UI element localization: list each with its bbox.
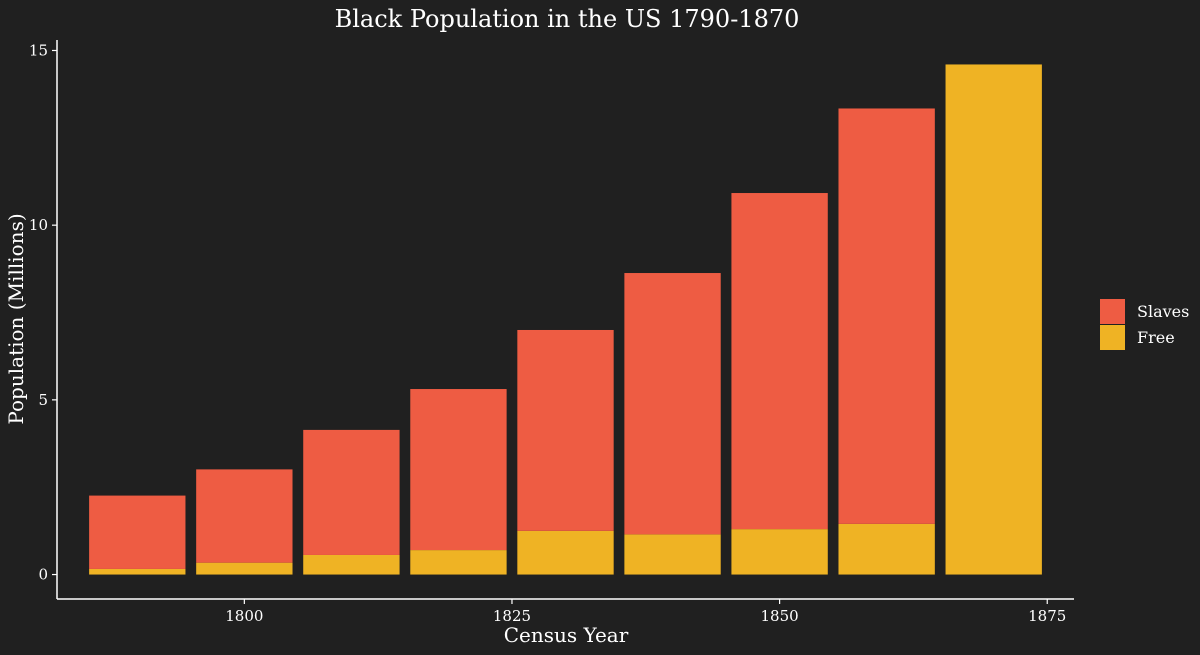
legend-swatch-slaves — [1100, 299, 1125, 324]
bar-slaves-1850 — [731, 193, 828, 530]
x-ticks-group: 1800 1825 1850 1875 — [225, 599, 1066, 625]
legend-label-free: Free — [1137, 328, 1175, 347]
y-tick-label: 15 — [29, 41, 48, 59]
bar-free-1800 — [196, 562, 293, 575]
bar-free-1860 — [838, 523, 935, 575]
bar-free-1790 — [89, 568, 186, 575]
bar-free-1850 — [731, 529, 828, 575]
bar-slaves-1800 — [196, 469, 293, 563]
chart-title: Black Population in the US 1790-1870 — [335, 5, 800, 33]
bar-free-1820 — [410, 550, 507, 575]
bars-group — [89, 64, 1042, 575]
x-axis-title: Census Year — [504, 623, 629, 647]
bar-slaves-1790 — [89, 495, 186, 569]
bar-slaves-1820 — [410, 389, 507, 551]
y-axis-title: Population (Millions) — [4, 213, 28, 424]
bar-slaves-1860 — [838, 108, 935, 524]
bar-free-1810 — [303, 554, 400, 575]
bar-slaves-1810 — [303, 429, 400, 555]
x-tick-label: 1825 — [493, 607, 531, 625]
bar-free-1830 — [517, 530, 614, 575]
y-tick-label: 10 — [29, 216, 48, 234]
bar-free-1870 — [945, 64, 1042, 575]
y-tick-label: 0 — [38, 566, 48, 584]
y-tick-label: 5 — [38, 391, 48, 409]
legend: Slaves Free — [1100, 299, 1189, 350]
x-tick-label: 1800 — [225, 607, 263, 625]
x-tick-label: 1850 — [761, 607, 799, 625]
y-ticks-group: 0 5 10 15 — [29, 41, 57, 584]
bar-free-1840 — [624, 534, 721, 575]
legend-label-slaves: Slaves — [1137, 302, 1189, 321]
bar-slaves-1830 — [517, 329, 614, 531]
bar-slaves-1840 — [624, 273, 721, 535]
x-tick-label: 1875 — [1028, 607, 1066, 625]
legend-swatch-free — [1100, 325, 1125, 350]
